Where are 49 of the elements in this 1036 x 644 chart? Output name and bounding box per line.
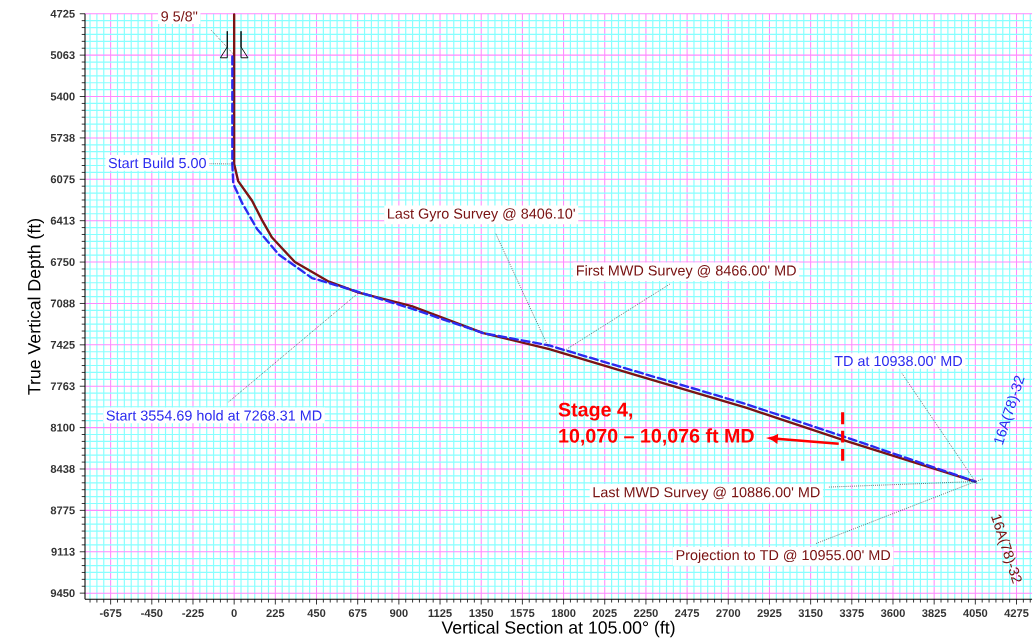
x-tick-label: 4275 — [1004, 608, 1029, 617]
x-tick-label: 900 — [389, 608, 408, 617]
y-tick-label: 8438 — [50, 464, 75, 473]
y-tick-label: 9113 — [51, 547, 75, 556]
annotation: Last MWD Survey @ 10886.00' MD — [593, 486, 820, 500]
x-tick-label: 0 — [231, 608, 237, 617]
x-axis-title: Vertical Section at 105.00° (ft) — [441, 620, 675, 638]
annotation: First MWD Survey @ 8466.00' MD — [577, 264, 796, 279]
x-tick-label: 675 — [348, 608, 367, 617]
y-tick-label: 5063 — [50, 50, 75, 59]
y-tick-label: 6750 — [50, 257, 75, 266]
x-tick-label: 1800 — [551, 608, 576, 617]
annotation: Projection to TD @ 10955.00' MD — [676, 549, 891, 563]
y-tick-label: 7763 — [50, 382, 75, 390]
x-tick-label: 225 — [266, 608, 285, 617]
y-tick-label: 5738 — [50, 133, 75, 142]
x-tick-label: 4050 — [963, 608, 988, 617]
y-tick-label: 5400 — [50, 92, 75, 101]
x-tick-label: 2025 — [592, 608, 617, 617]
x-tick-label: 1350 — [469, 608, 494, 617]
x-tick-label: 2250 — [633, 608, 658, 617]
annotation: Start Build 5.00 — [108, 157, 206, 168]
x-tick-label: 450 — [307, 608, 326, 617]
y-tick-label: 8100 — [50, 423, 75, 432]
x-tick-label: 1575 — [510, 608, 535, 617]
y-tick-label: 6075 — [50, 175, 75, 183]
x-tick-label: -225 — [182, 608, 204, 617]
annotation: 9 5/8" — [161, 10, 198, 22]
x-tick-label: 3600 — [880, 608, 905, 617]
y-axis-title: True Vertical Depth (ft) — [27, 218, 44, 395]
annotation: Last Gyro Survey @ 8406.10' — [388, 207, 575, 222]
y-tick-label: 8775 — [50, 506, 75, 515]
x-tick-label: 3825 — [922, 608, 947, 617]
annotation: Stage 4, 10,070 – 10,076 ft MD — [558, 402, 754, 446]
y-tick-label: 9450 — [50, 588, 75, 597]
y-tick-label: 7425 — [50, 340, 75, 349]
x-tick-label: -675 — [99, 608, 122, 617]
x-tick-label: 2925 — [757, 608, 782, 617]
annotation: Start 3554.69 hold at 7268.31 MD — [106, 409, 322, 421]
x-tick-label: 3375 — [839, 608, 864, 617]
y-tick-label: 4725 — [50, 9, 75, 18]
x-tick-label: 3150 — [798, 608, 823, 617]
y-tick-label: 6413 — [50, 216, 75, 225]
y-tick-label: 7088 — [50, 299, 75, 308]
x-tick-label: 2700 — [716, 608, 741, 617]
annotation: TD at 10938.00' MD — [834, 355, 963, 366]
x-tick-label: 2475 — [675, 608, 700, 617]
x-tick-label: -450 — [141, 608, 163, 617]
x-tick-label: 1125 — [428, 608, 452, 617]
